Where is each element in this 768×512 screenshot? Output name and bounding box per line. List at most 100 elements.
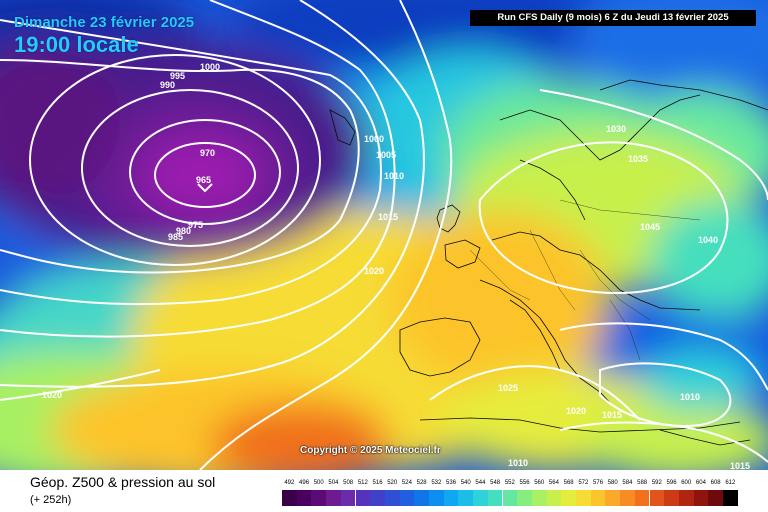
scale-tick-label: 592 [651,480,662,486]
isobar-label-980: 980 [176,226,191,236]
scale-tick-label: 516 [372,480,383,486]
scale-swatch [296,490,312,506]
scale-tick-label: 512 [357,480,368,486]
scale-tick-label: 584 [622,480,633,486]
isobar-label-1015-atlantic: 1015 [378,212,398,222]
scale-swatch [649,490,665,506]
isobars [0,0,768,470]
isobar-label-1030: 1030 [606,124,626,134]
isobar-label-1005: 1005 [376,150,396,160]
coastlines [329,79,768,446]
scale-swatch [487,490,503,506]
scale-tick-label: 508 [343,480,354,486]
scale-swatch [384,490,400,506]
scale-swatch [370,490,385,506]
legend-title: Géop. Z500 & pression au sol [30,474,216,490]
isobar-label-1020-italy: 1020 [566,406,586,416]
isobar-label-1045: 1045 [640,222,660,232]
isobar-label-1010-aegean: 1010 [680,392,700,402]
scale-tick-label: 520 [387,480,398,486]
scale-swatch [678,490,694,506]
scale-swatch [340,490,356,506]
scale-swatch [708,490,723,506]
scale-swatch [546,490,562,506]
scale-swatch [458,490,474,506]
scale-tick-label: 588 [637,480,648,486]
isobar-label-1040: 1040 [698,235,718,245]
isobar-label-1035: 1035 [628,154,648,164]
scale-swatch [531,490,547,506]
scale-tick-label: 612 [725,480,736,486]
legend-subtitle: (+ 252h) [30,494,72,506]
scale-swatch [634,490,650,506]
scale-tick-label: 556 [519,480,530,486]
scale-swatch [473,490,488,506]
scale-swatch [355,490,371,506]
scale-swatch [664,490,679,506]
scale-tick-label: 544 [475,480,486,486]
isobar-label-1010-atlantic: 1010 [384,171,404,181]
isobar-label-975: 975 [188,220,203,230]
legend-bar: Géop. Z500 & pression au sol (+ 252h) 49… [0,470,768,512]
isobar-label-1000-north: 1000 [200,62,220,72]
scale-tick-label: 528 [416,480,427,486]
scale-swatch [590,490,606,506]
scale-tick-label: 500 [313,480,324,486]
scale-swatch [561,490,576,506]
scale-tick-label: 564 [548,480,559,486]
isobar-label-1010-africa: 1010 [508,458,528,468]
scale-swatch [517,490,532,506]
scale-swatch [326,490,341,506]
isobar-label-990: 990 [160,80,175,90]
scale-tick-label: 596 [666,480,677,486]
scale-tick-label: 576 [593,480,604,486]
isobar-label-1020-west: 1020 [42,390,62,400]
isobar-label-1015-balkans: 1015 [602,410,622,420]
forecast-date: Dimanche 23 février 2025 [14,14,195,31]
isobar-label-1015-east: 1015 [730,461,750,470]
scale-tick-label: 560 [534,480,545,486]
scale-swatch [399,490,415,506]
color-scale: 492 496 500 504 508 512 516 520 524 528 532 536 540 5… [282,480,752,508]
scale-swatch [443,490,459,506]
scale-swatch [605,490,621,506]
scale-tick-label: 552 [504,480,515,486]
borders [469,199,701,361]
scale-tick-label: 524 [401,480,412,486]
isobar-label-965: 965 [196,175,211,185]
run-info: Run CFS Daily (9 mois) 6 Z du Jeudi 13 f… [470,10,756,26]
scale-tick-label: 492 [284,480,295,486]
isobar-label-995: 995 [170,71,185,81]
forecast-time: 19:00 locale [14,32,139,57]
isobar-label-1000-east: 1000 [364,134,384,144]
isobar-label-970: 970 [200,148,215,158]
isobar-label-1025: 1025 [498,383,518,393]
isobar-label-1020-atlantic: 1020 [364,266,384,276]
scale-swatch [311,490,327,506]
scale-tick-label: 572 [578,480,589,486]
isobar-label-985: 985 [168,232,183,242]
scale-swatch [429,490,444,506]
scale-tick-label: 504 [328,480,339,486]
low-center-marker [197,183,213,193]
scale-swatch [723,490,738,506]
scale-tick-label: 532 [431,480,442,486]
scale-tick-label: 604 [695,480,706,486]
scale-tick-label: 600 [681,480,692,486]
scale-tick-label: 536 [446,480,457,486]
z500-color-field [0,0,768,470]
scale-swatch [502,490,518,506]
scale-tick-label: 580 [607,480,618,486]
scale-tick-label: 496 [299,480,310,486]
scale-tick-label: 548 [490,480,501,486]
scale-tick-label: 540 [460,480,471,486]
copyright: Copyright © 2025 Meteociel.fr [300,445,441,456]
scale-swatch [576,490,591,506]
scale-swatch [620,490,635,506]
scale-tick-label: 608 [710,480,721,486]
scale-swatch [414,490,429,506]
scale-swatch [282,490,297,506]
